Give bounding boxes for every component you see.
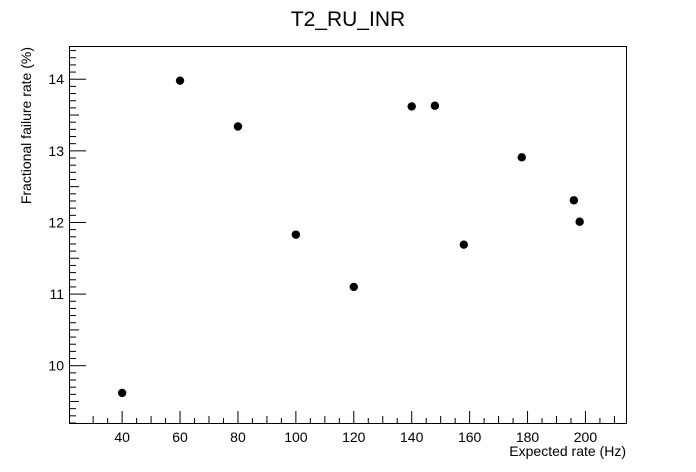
x-tick-label: 60 — [172, 429, 188, 445]
x-tick-label: 200 — [574, 429, 598, 445]
y-tick-label: 14 — [48, 71, 64, 87]
y-axis: 10 11 12 13 14 — [48, 50, 86, 424]
data-point — [407, 102, 416, 111]
x-tick-label: 160 — [458, 429, 482, 445]
y-tick-label: 11 — [49, 286, 64, 302]
x-axis: 40 60 80 100 120 140 160 180 200 — [92, 411, 615, 445]
data-point — [575, 217, 584, 226]
y-tick-label: 12 — [48, 214, 64, 230]
y-axis-label: Fractional failure rate (%) — [18, 47, 34, 204]
x-tick-label: 100 — [284, 429, 308, 445]
data-point — [349, 282, 358, 292]
x-tick-label: 120 — [342, 429, 366, 445]
data-point — [459, 240, 469, 249]
data-point — [569, 196, 579, 205]
data-points — [117, 76, 584, 398]
data-point — [233, 122, 243, 131]
x-tick-label: 180 — [516, 429, 540, 445]
x-axis-label: Expected rate (Hz) — [509, 443, 626, 459]
y-tick-label: 13 — [48, 143, 64, 159]
data-point — [430, 101, 440, 110]
data-point — [117, 388, 127, 398]
data-point — [517, 153, 526, 162]
plot-frame — [69, 46, 627, 424]
x-tick-label: 140 — [400, 429, 424, 445]
chart-title: T2_RU_INR — [291, 8, 405, 31]
y-tick-label: 10 — [48, 358, 64, 374]
x-tick-label: 80 — [230, 429, 246, 445]
x-tick-label: 40 — [114, 429, 130, 445]
data-point — [175, 76, 185, 85]
data-point — [291, 230, 301, 239]
